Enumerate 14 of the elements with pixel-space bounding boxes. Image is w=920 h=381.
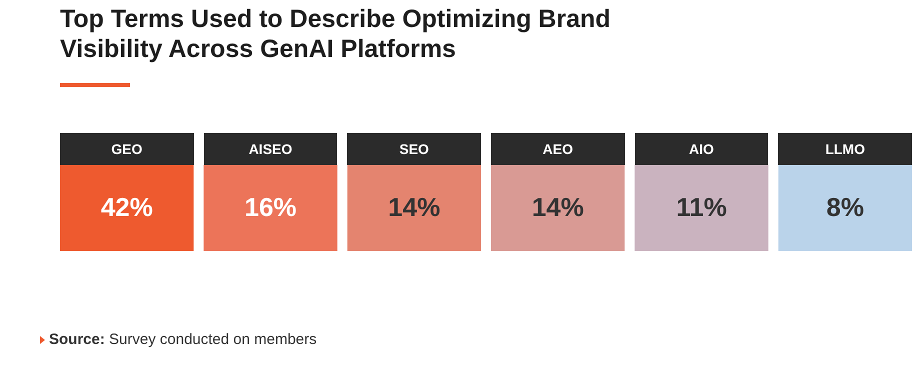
data-label: 14% [388, 192, 440, 222]
category-label: LLMO [778, 133, 912, 165]
data-label: 8% [826, 192, 864, 222]
category-label: AIO [634, 133, 768, 165]
data-label: 11% [676, 192, 727, 222]
text: Top Terms Used to Describe Optimizing Brand Visibility Across GenAI Platforms [60, 4, 612, 64]
category-label: AEO [491, 133, 625, 165]
category-label: SEO [347, 133, 481, 165]
source-note: Source: Survey conducted on members [48, 330, 318, 350]
data-label: 16% [244, 192, 297, 222]
data-label: 14% [532, 192, 584, 222]
data-label: 42% [100, 192, 153, 222]
category-label: GEO [60, 133, 194, 165]
category-label: AISEO [204, 133, 338, 165]
